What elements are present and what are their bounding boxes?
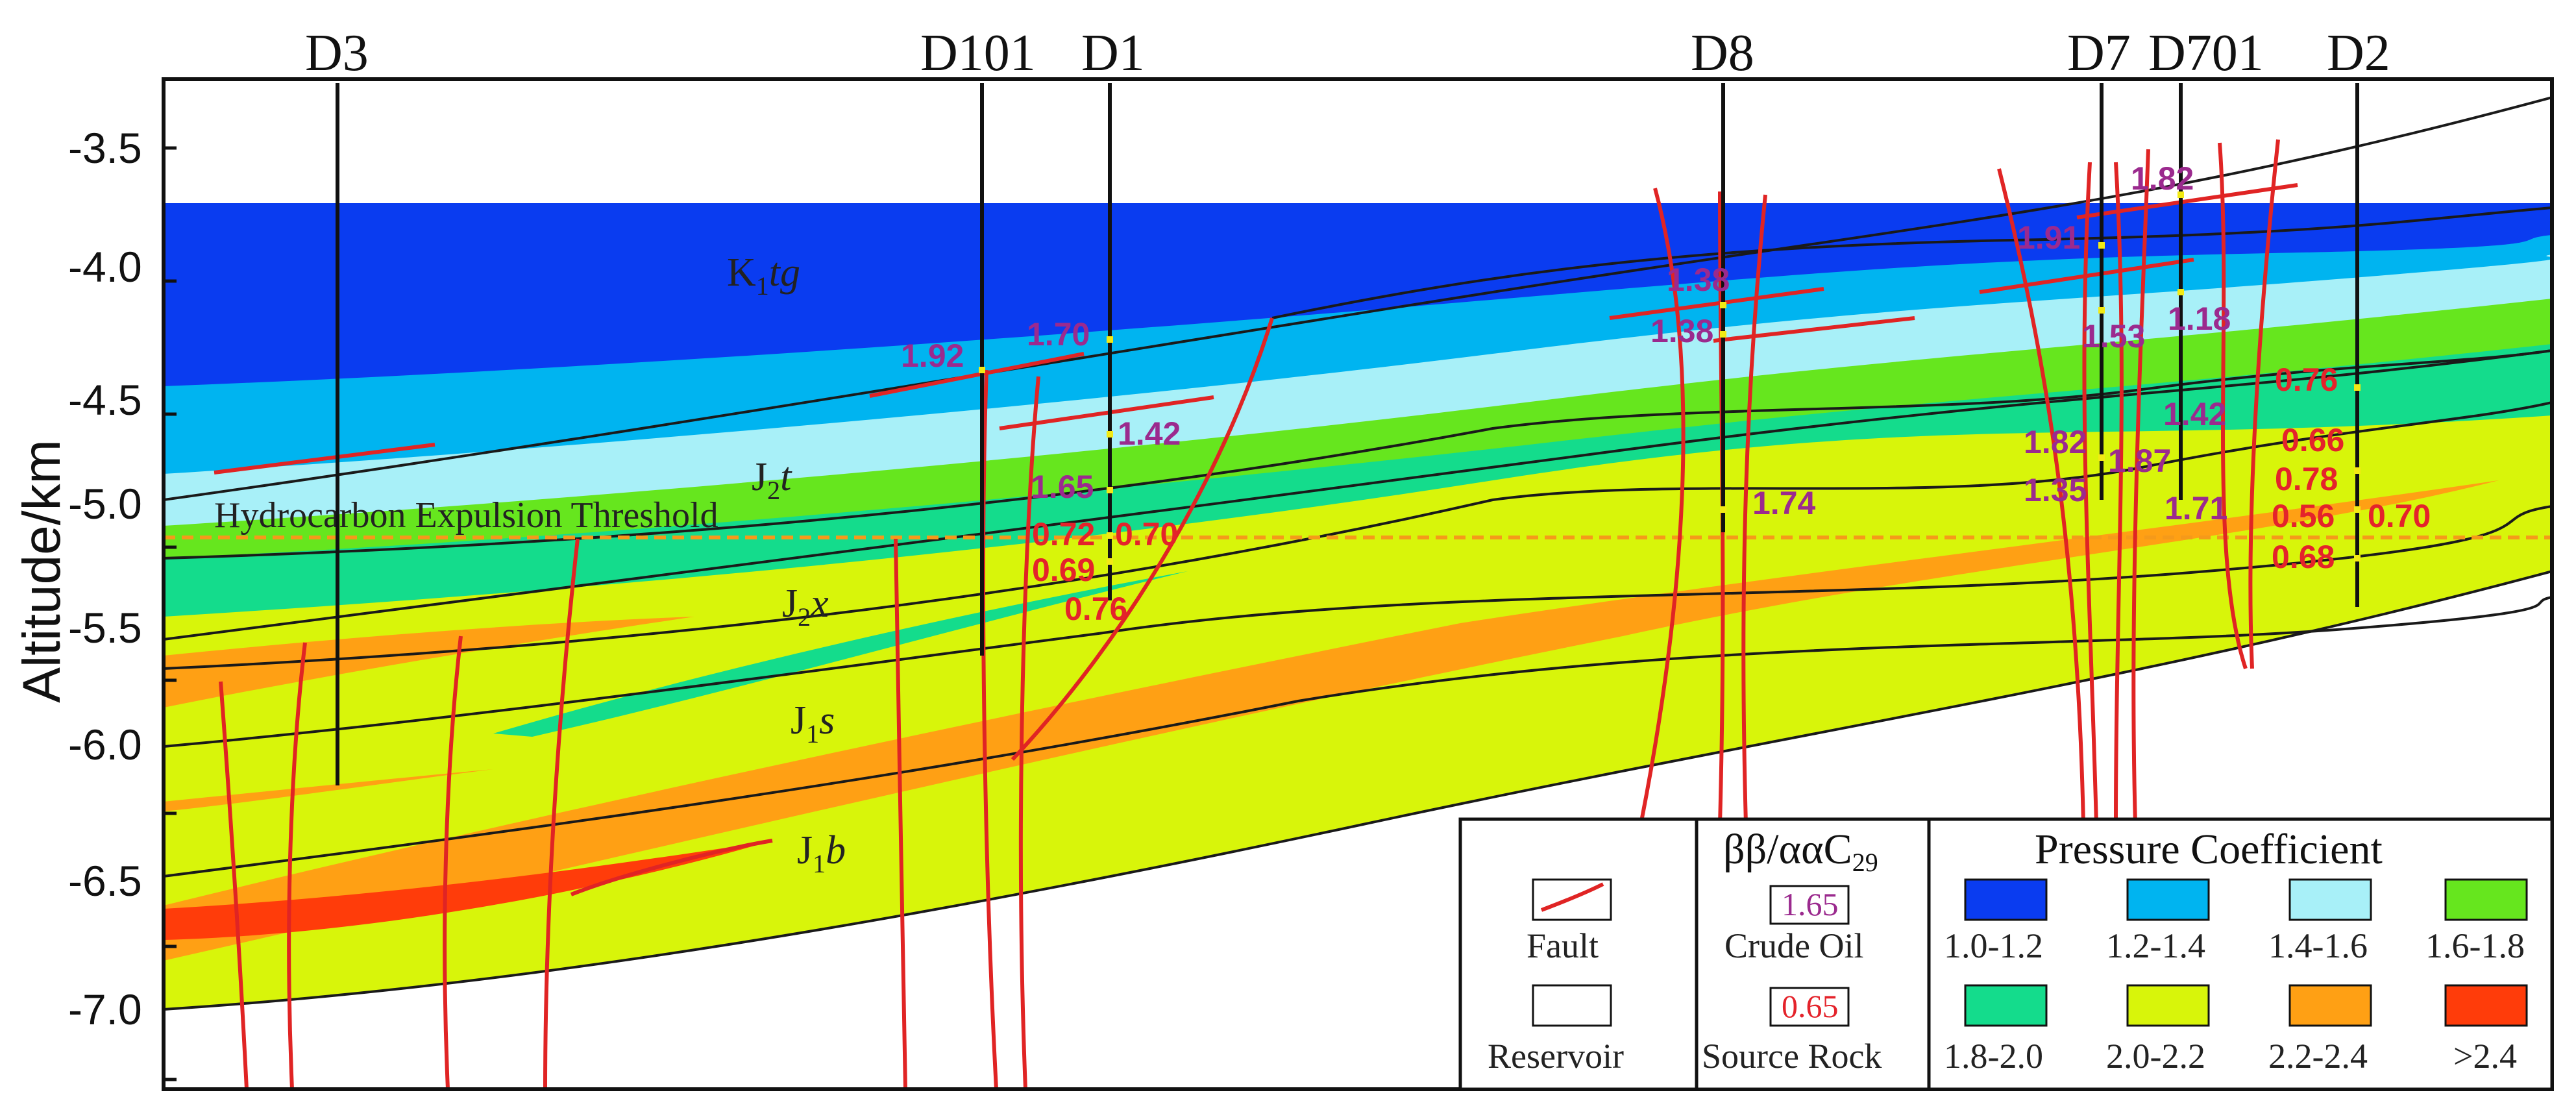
legend-pressure-label: >2.4 bbox=[2453, 1037, 2517, 1076]
legend-pressure-label: 2.2-2.4 bbox=[2268, 1037, 2368, 1076]
legend-reservoir-label: Reservoir bbox=[1488, 1037, 1624, 1076]
y-tick-label: -7.0 bbox=[68, 985, 142, 1033]
well-name-d3: D3 bbox=[305, 25, 369, 82]
legend-pressure-label: 1.4-1.6 bbox=[2268, 926, 2368, 965]
legend-pressure-title: Pressure Coefficient bbox=[2035, 826, 2383, 873]
y-tick-label: -4.5 bbox=[68, 376, 142, 424]
formation-j1b: J1b bbox=[797, 828, 846, 878]
y-tick-label: -5.0 bbox=[68, 480, 142, 528]
oil-value: 1.65 bbox=[1031, 469, 1094, 505]
source-rock-values: 0.72 0.70 0.69 0.76 0.76 0.66 0.78 0.56 … bbox=[1032, 362, 2431, 627]
formation-labels: K1tg J2t J2x J1s J1b bbox=[727, 251, 846, 878]
legend-source-rock-label: Source Rock bbox=[1702, 1037, 1882, 1076]
legend-fault-label: Fault bbox=[1527, 926, 1599, 965]
well-name-d2: D2 bbox=[2327, 25, 2390, 82]
y-tick-label: -4.0 bbox=[68, 243, 142, 291]
oil-value: 1.71 bbox=[2165, 490, 2227, 526]
oil-value: 1.18 bbox=[2168, 301, 2231, 337]
y-tick-label: -6.5 bbox=[68, 857, 142, 905]
y-axis: -3.5 -4.0 -4.5 -5.0 -5.5 -6.0 -6.5 -7.0 … bbox=[12, 124, 177, 1081]
oil-value: 1.91 bbox=[2017, 219, 2080, 256]
source-value: 0.78 bbox=[2275, 461, 2338, 497]
y-tick-label: -6.0 bbox=[68, 721, 142, 769]
oil-value: 1.35 bbox=[2024, 472, 2087, 508]
well-names: D3 D101 D1 D8 D7 D701 D2 bbox=[305, 25, 2390, 82]
horizon-top bbox=[164, 96, 2552, 501]
zone-2.2-2.4-thin bbox=[164, 769, 493, 811]
well-name-d701: D701 bbox=[2148, 25, 2264, 82]
well-name-d101: D101 bbox=[920, 25, 1036, 82]
horizon-j2x-top bbox=[164, 349, 2552, 560]
horizon-lines bbox=[164, 96, 2552, 1011]
source-value: 0.56 bbox=[2272, 498, 2335, 534]
well-name-d8: D8 bbox=[1691, 25, 1754, 82]
faults bbox=[214, 139, 2298, 1089]
legend-pressure-swatches bbox=[1964, 878, 2528, 1027]
y-axis-title: Altitude/km bbox=[12, 439, 71, 703]
sample-markers bbox=[979, 191, 2361, 565]
horizon-j1s bbox=[164, 505, 2552, 748]
zone-gt-2.4 bbox=[164, 841, 772, 940]
legend: Fault Reservoir ββ/ααC29 1.65 Crude Oil … bbox=[1458, 817, 2554, 1091]
y-tick-label: -3.5 bbox=[68, 124, 142, 172]
formation-j1s: J1s bbox=[791, 698, 835, 748]
zone-1.8-2.0-wedge bbox=[493, 571, 1188, 737]
oil-value: 1.38 bbox=[1667, 262, 1730, 298]
source-value: 0.72 bbox=[1032, 516, 1095, 552]
oil-value: 1.53 bbox=[2082, 318, 2145, 354]
legend-pressure-label: 1.6-1.8 bbox=[2425, 926, 2525, 965]
legend-crude-oil-label: Crude Oil bbox=[1724, 926, 1863, 965]
oil-value: 1.74 bbox=[1752, 485, 1816, 521]
legend-pressure-label: 1.8-2.0 bbox=[1944, 1037, 2043, 1076]
oil-value: 1.92 bbox=[901, 338, 964, 374]
legend-pressure-label: 1.0-1.2 bbox=[1944, 926, 2043, 965]
legend-pressure-label: 1.2-1.4 bbox=[2106, 926, 2205, 965]
legend-biomarker-title: ββ/ααC29 bbox=[1723, 826, 1878, 877]
oil-value: 1.82 bbox=[2131, 160, 2194, 197]
oil-value: 1.38 bbox=[1650, 313, 1713, 349]
source-value: 0.76 bbox=[2275, 362, 2338, 398]
formation-j2t: J2t bbox=[752, 455, 792, 505]
y-tick-label: -5.5 bbox=[68, 604, 142, 652]
horizon-j2t bbox=[164, 349, 2552, 641]
source-value: 0.70 bbox=[2368, 498, 2431, 534]
horizon-k1tg bbox=[1271, 206, 2552, 319]
well-name-d7: D7 bbox=[2067, 25, 2131, 82]
oil-value: 1.70 bbox=[1027, 316, 1090, 352]
formation-j2x: J2x bbox=[782, 582, 829, 632]
source-value: 0.76 bbox=[1064, 591, 1127, 627]
legend-source-rock-sample: 0.65 bbox=[1782, 988, 1839, 1024]
legend-crude-oil-sample: 1.65 bbox=[1782, 886, 1839, 922]
formation-k1tg: K1tg bbox=[727, 251, 800, 301]
source-value: 0.69 bbox=[1032, 552, 1095, 588]
horizon-j2x bbox=[164, 401, 2552, 670]
oil-value: 1.42 bbox=[2163, 396, 2226, 432]
horizon-j1b bbox=[164, 596, 2552, 878]
legend-pressure-label: 2.0-2.2 bbox=[2106, 1037, 2205, 1076]
plot-frame bbox=[162, 77, 2554, 1091]
threshold-label: Hydrocarbon Expulsion Threshold bbox=[214, 495, 718, 536]
well-name-d1: D1 bbox=[1081, 25, 1145, 82]
source-value: 0.68 bbox=[2272, 539, 2335, 575]
source-value: 0.66 bbox=[2281, 422, 2344, 458]
horizon-base bbox=[164, 570, 2552, 1011]
source-value: 0.70 bbox=[1115, 516, 1178, 552]
oil-value: 1.82 bbox=[2024, 424, 2087, 460]
oil-value: 1.42 bbox=[1118, 415, 1181, 452]
crude-oil-values: 1.92 1.70 1.42 1.65 1.38 1.38 1.74 1.91 … bbox=[901, 160, 2231, 526]
oil-value: 1.87 bbox=[2108, 443, 2171, 479]
